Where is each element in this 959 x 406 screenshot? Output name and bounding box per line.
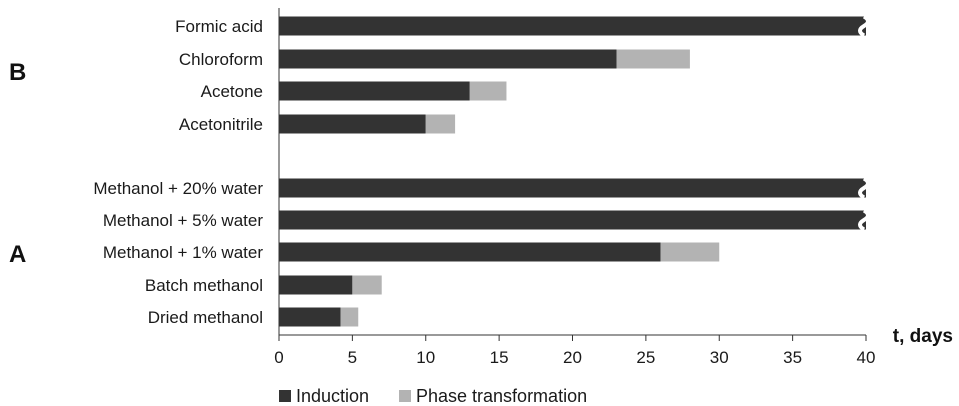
bar-break-mark	[858, 208, 870, 232]
bar-induction	[279, 49, 617, 69]
bar-induction	[279, 114, 426, 134]
legend-label: Phase transformation	[416, 386, 587, 406]
category-label: Acetone	[201, 82, 263, 101]
x-tick-label: 25	[636, 348, 655, 367]
x-tick-label: 15	[490, 348, 509, 367]
category-label: Dried methanol	[148, 308, 263, 327]
category-label: Methanol + 5% water	[103, 211, 264, 230]
bar-induction	[279, 81, 470, 101]
bar-phase-transformation	[469, 81, 507, 101]
group-label-a: A	[9, 241, 26, 268]
bar-phase-transformation	[340, 307, 359, 327]
x-axis-label: t, days	[893, 326, 953, 347]
x-tick-label: 30	[710, 348, 729, 367]
bar-phase-transformation	[616, 49, 690, 69]
category-label: Chloroform	[179, 50, 263, 69]
bar-phase-transformation	[425, 114, 456, 134]
bar-break-mark	[858, 176, 870, 200]
bar-phase-transformation	[660, 242, 720, 262]
bar-induction	[279, 242, 661, 262]
x-tick-label: 10	[416, 348, 435, 367]
x-tick-label: 20	[563, 348, 582, 367]
category-label: Methanol + 20% water	[93, 179, 263, 198]
x-tick-label: 0	[274, 348, 283, 367]
category-label: Methanol + 1% water	[103, 243, 264, 262]
x-tick-label: 40	[857, 348, 876, 367]
legend-swatch	[279, 390, 291, 402]
category-label: Acetonitrile	[179, 115, 263, 134]
bar-break-mark	[858, 14, 870, 38]
bar-induction	[279, 307, 341, 327]
bar-induction	[279, 275, 353, 295]
category-label: Formic acid	[175, 17, 263, 36]
legend-swatch	[399, 390, 411, 402]
x-tick-label: 5	[348, 348, 357, 367]
bar-induction	[279, 16, 866, 36]
legend-label: Induction	[296, 386, 369, 406]
bar-induction	[279, 178, 866, 198]
bar-induction	[279, 210, 866, 230]
category-label: Batch methanol	[145, 276, 263, 295]
bar-phase-transformation	[352, 275, 382, 295]
x-tick-label: 35	[783, 348, 802, 367]
group-label-b: B	[9, 59, 26, 86]
